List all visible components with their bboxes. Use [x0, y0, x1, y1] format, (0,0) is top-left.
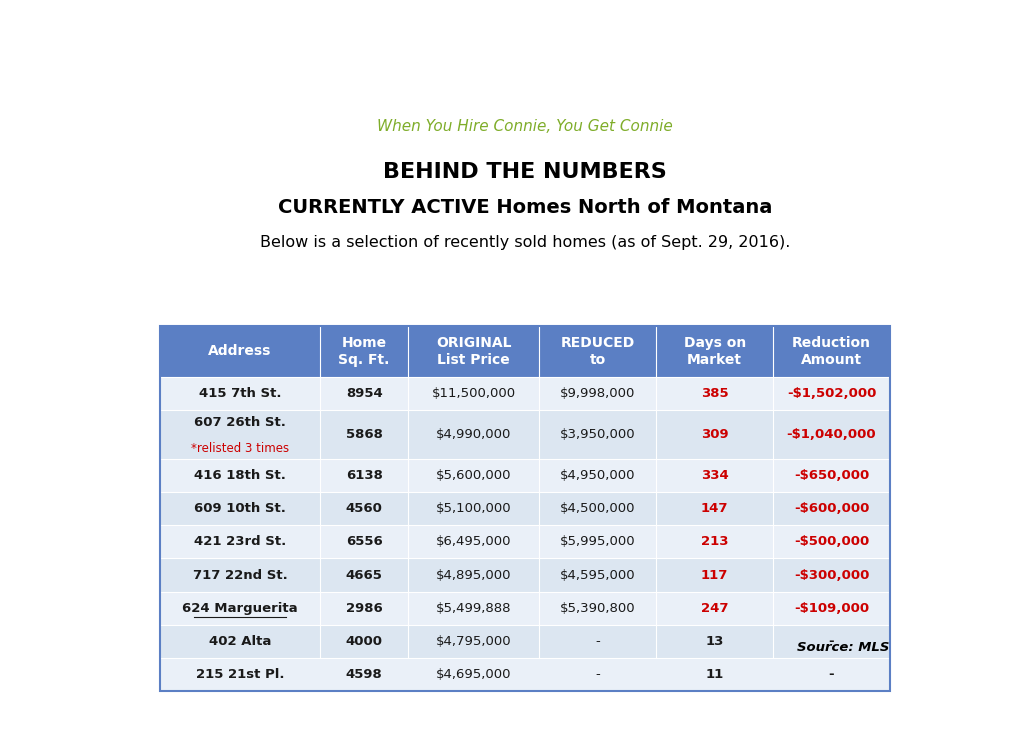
Text: 4000: 4000	[346, 635, 383, 648]
Text: $5,390,800: $5,390,800	[560, 602, 636, 614]
Text: $9,998,000: $9,998,000	[560, 387, 636, 400]
Text: $5,100,000: $5,100,000	[436, 502, 512, 515]
Text: 6138: 6138	[346, 469, 383, 482]
Text: 2986: 2986	[346, 602, 383, 614]
Text: -$1,040,000: -$1,040,000	[786, 428, 877, 441]
Bar	[160, 525, 890, 559]
Text: When You Hire Connie, You Get Connie: When You Hire Connie, You Get Connie	[377, 119, 673, 133]
Text: 717 22nd St.: 717 22nd St.	[193, 568, 288, 582]
Text: ORIGINAL
List Price: ORIGINAL List Price	[436, 336, 511, 367]
Bar	[160, 591, 890, 625]
Text: 624 Marguerita: 624 Marguerita	[182, 602, 298, 614]
Text: 5868: 5868	[346, 428, 383, 441]
Text: REDUCED
to: REDUCED to	[561, 336, 635, 367]
Text: 215 21st Pl.: 215 21st Pl.	[196, 668, 285, 681]
Text: 4598: 4598	[346, 668, 383, 681]
Bar	[160, 326, 890, 377]
Bar	[160, 658, 890, 691]
Text: -: -	[828, 668, 835, 681]
Text: $4,895,000: $4,895,000	[436, 568, 511, 582]
Text: $4,990,000: $4,990,000	[436, 428, 511, 441]
Text: 607 26th St.: 607 26th St.	[195, 416, 286, 429]
Text: -$500,000: -$500,000	[794, 536, 869, 548]
Text: 4665: 4665	[346, 568, 383, 582]
Bar	[160, 377, 890, 411]
Text: $4,695,000: $4,695,000	[436, 668, 511, 681]
Text: -$600,000: -$600,000	[794, 502, 869, 515]
Text: 309: 309	[700, 428, 728, 441]
Text: 13: 13	[706, 635, 724, 648]
Text: 4560: 4560	[346, 502, 383, 515]
Bar	[160, 492, 890, 525]
Text: 416 18th St.: 416 18th St.	[195, 469, 286, 482]
Text: $5,499,888: $5,499,888	[436, 602, 511, 614]
Text: -$300,000: -$300,000	[794, 568, 869, 582]
Bar	[160, 411, 890, 459]
Text: $11,500,000: $11,500,000	[432, 387, 516, 400]
Text: *relisted 3 times: *relisted 3 times	[191, 442, 289, 455]
Text: -$650,000: -$650,000	[794, 469, 869, 482]
Text: $4,795,000: $4,795,000	[436, 635, 512, 648]
Text: 8954: 8954	[346, 387, 383, 400]
Text: 385: 385	[700, 387, 728, 400]
Text: 334: 334	[700, 469, 728, 482]
Text: $4,950,000: $4,950,000	[560, 469, 636, 482]
Text: 402 Alta: 402 Alta	[209, 635, 271, 648]
Text: 213: 213	[700, 536, 728, 548]
Text: $6,495,000: $6,495,000	[436, 536, 511, 548]
Text: Address: Address	[208, 345, 271, 359]
Text: 11: 11	[706, 668, 724, 681]
Text: 247: 247	[700, 602, 728, 614]
Text: Home
Sq. Ft.: Home Sq. Ft.	[339, 336, 390, 367]
Text: Source: MLS: Source: MLS	[798, 641, 890, 654]
Bar	[160, 459, 890, 492]
Text: $4,595,000: $4,595,000	[560, 568, 636, 582]
Text: -: -	[828, 635, 835, 648]
Bar	[160, 625, 890, 658]
Text: $5,600,000: $5,600,000	[436, 469, 511, 482]
Text: $3,950,000: $3,950,000	[560, 428, 636, 441]
Text: 117: 117	[701, 568, 728, 582]
Text: $4,500,000: $4,500,000	[560, 502, 636, 515]
Text: -$1,502,000: -$1,502,000	[786, 387, 877, 400]
Text: CURRENTLY ACTIVE Homes North of Montana: CURRENTLY ACTIVE Homes North of Montana	[278, 198, 772, 216]
Bar	[160, 559, 890, 591]
Text: -: -	[595, 635, 600, 648]
Bar	[160, 326, 890, 691]
Text: 147: 147	[700, 502, 728, 515]
Text: -$109,000: -$109,000	[794, 602, 869, 614]
Text: BEHIND THE NUMBERS: BEHIND THE NUMBERS	[383, 162, 667, 182]
Text: 6556: 6556	[346, 536, 383, 548]
Text: Days on
Market: Days on Market	[683, 336, 745, 367]
Text: Below is a selection of recently sold homes (as of Sept. 29, 2016).: Below is a selection of recently sold ho…	[260, 236, 790, 250]
Text: -: -	[595, 668, 600, 681]
Text: $5,995,000: $5,995,000	[560, 536, 636, 548]
Text: 415 7th St.: 415 7th St.	[199, 387, 282, 400]
Text: 421 23rd St.: 421 23rd St.	[194, 536, 286, 548]
Text: 609 10th St.: 609 10th St.	[195, 502, 286, 515]
Text: Reduction
Amount: Reduction Amount	[792, 336, 871, 367]
